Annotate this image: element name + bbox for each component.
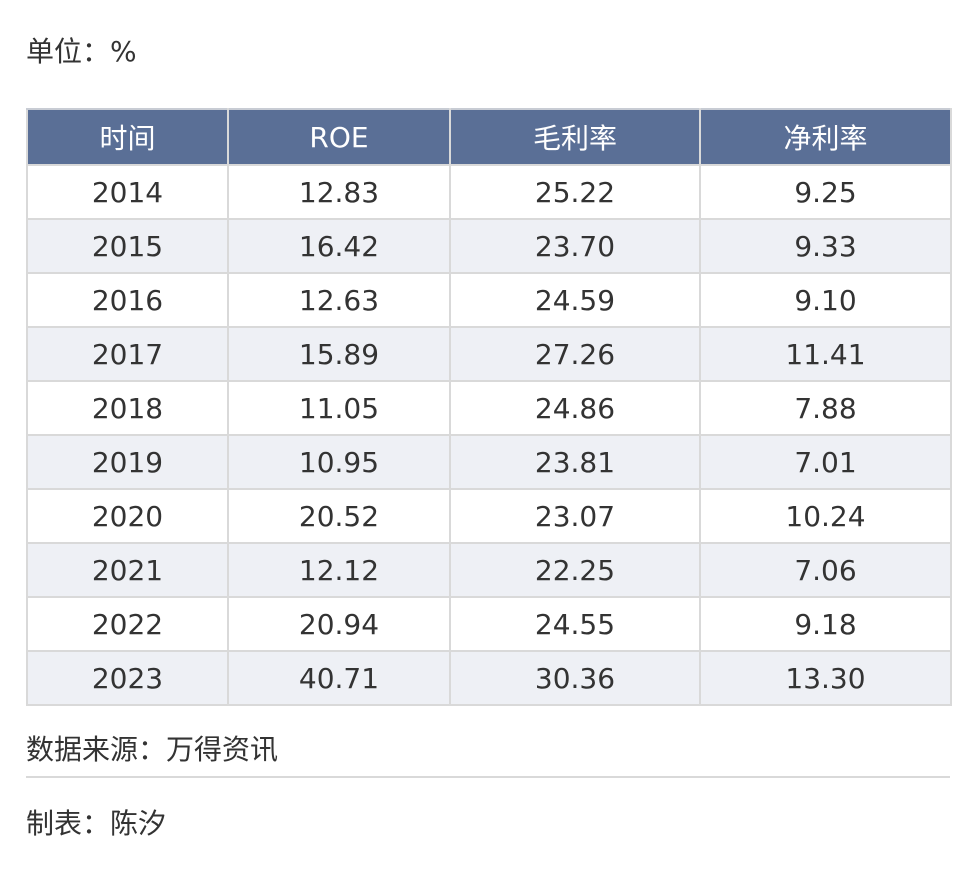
footer-divider [26,776,950,778]
column-header-gross-margin: 毛利率 [449,108,701,166]
cell-gross-margin: 25.22 [449,164,701,220]
cell-roe: 15.89 [227,326,451,382]
cell-gross-margin: 24.86 [449,380,701,436]
data-table: 时间 ROE 毛利率 净利率 2014 12.83 25.22 9.25 2015 16.… [26,108,952,706]
table-row: 2023 40.71 30.36 13.30 [26,650,952,706]
table-row: 2014 12.83 25.22 9.25 [26,164,952,220]
cell-gross-margin: 23.70 [449,218,701,274]
table-maker-note: 制表：陈汐 [26,807,167,840]
table-row: 2020 20.52 23.07 10.24 [26,488,952,544]
table-header: 时间 ROE 毛利率 净利率 [26,108,952,166]
cell-roe: 20.94 [227,596,451,652]
cell-roe: 12.83 [227,164,451,220]
table-row: 2019 10.95 23.81 7.01 [26,434,952,490]
table-row: 2022 20.94 24.55 9.18 [26,596,952,652]
cell-year: 2019 [26,434,229,490]
cell-year: 2022 [26,596,229,652]
data-table-container: 时间 ROE 毛利率 净利率 2014 12.83 25.22 9.25 2015 16.… [26,108,952,706]
unit-label: 单位：% [26,35,137,68]
cell-net-margin: 9.18 [699,596,952,652]
cell-gross-margin: 23.07 [449,488,701,544]
cell-net-margin: 10.24 [699,488,952,544]
cell-net-margin: 9.33 [699,218,952,274]
cell-year: 2014 [26,164,229,220]
header-row: 时间 ROE 毛利率 净利率 [26,108,952,166]
cell-net-margin: 7.06 [699,542,952,598]
cell-roe: 12.12 [227,542,451,598]
cell-net-margin: 9.10 [699,272,952,328]
cell-net-margin: 11.41 [699,326,952,382]
column-header-time: 时间 [26,108,229,166]
table-body: 2014 12.83 25.22 9.25 2015 16.42 23.70 9.33 2016… [26,164,952,706]
cell-roe: 11.05 [227,380,451,436]
table-row: 2016 12.63 24.59 9.10 [26,272,952,328]
cell-year: 2017 [26,326,229,382]
cell-gross-margin: 27.26 [449,326,701,382]
cell-year: 2023 [26,650,229,706]
table-row: 2017 15.89 27.26 11.41 [26,326,952,382]
cell-year: 2015 [26,218,229,274]
cell-gross-margin: 24.59 [449,272,701,328]
cell-roe: 10.95 [227,434,451,490]
cell-net-margin: 9.25 [699,164,952,220]
cell-roe: 16.42 [227,218,451,274]
cell-year: 2018 [26,380,229,436]
cell-roe: 20.52 [227,488,451,544]
column-header-net-margin: 净利率 [699,108,952,166]
cell-roe: 40.71 [227,650,451,706]
cell-year: 2021 [26,542,229,598]
cell-year: 2020 [26,488,229,544]
cell-gross-margin: 24.55 [449,596,701,652]
data-source-note: 数据来源：万得资讯 [26,733,279,766]
cell-gross-margin: 22.25 [449,542,701,598]
table-row: 2015 16.42 23.70 9.33 [26,218,952,274]
cell-net-margin: 13.30 [699,650,952,706]
column-header-roe: ROE [227,108,451,166]
cell-roe: 12.63 [227,272,451,328]
cell-net-margin: 7.88 [699,380,952,436]
cell-year: 2016 [26,272,229,328]
cell-gross-margin: 30.36 [449,650,701,706]
table-row: 2018 11.05 24.86 7.88 [26,380,952,436]
table-row: 2021 12.12 22.25 7.06 [26,542,952,598]
cell-net-margin: 7.01 [699,434,952,490]
cell-gross-margin: 23.81 [449,434,701,490]
